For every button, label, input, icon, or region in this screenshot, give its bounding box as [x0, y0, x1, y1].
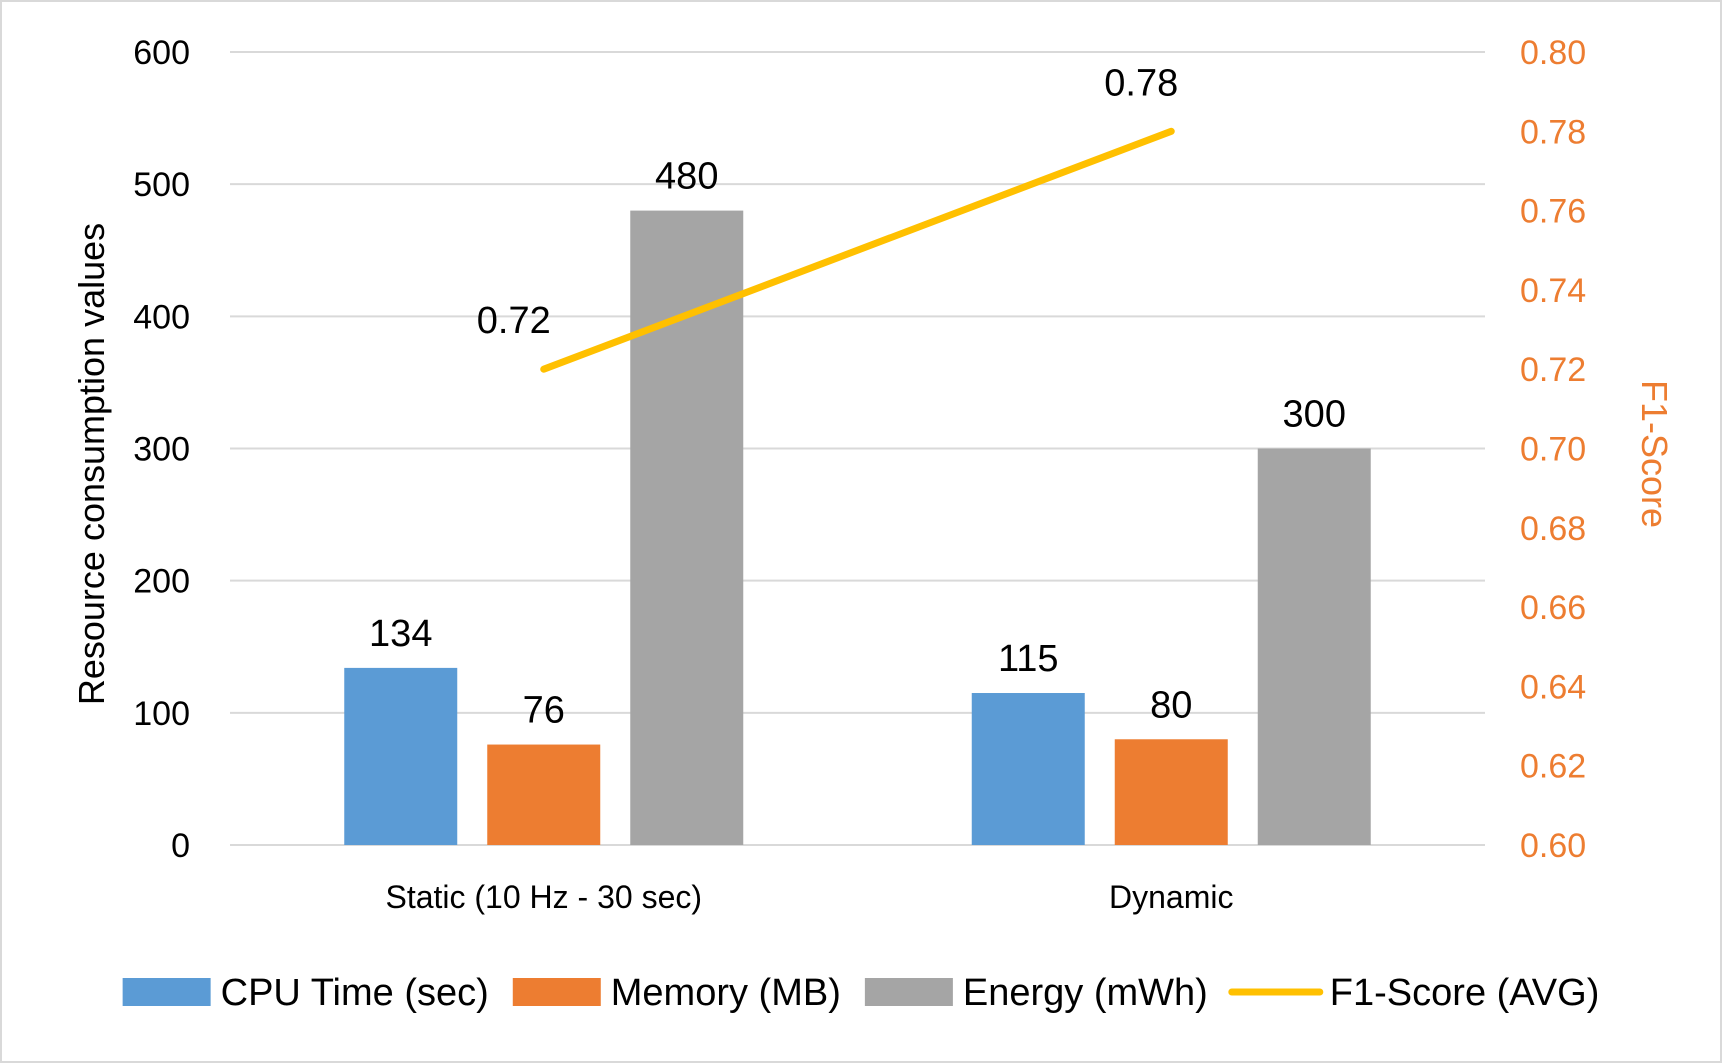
y-left-tick-label: 400: [133, 298, 190, 336]
bar-energy-mwh-1: [1257, 448, 1371, 845]
x-category-label: Static (10 Hz - 30 sec): [385, 879, 702, 915]
y-left-tick-label: 200: [133, 563, 190, 601]
y-left-tick-label: 0: [171, 827, 190, 865]
y-left-tick-label: 100: [133, 695, 190, 733]
legend-item-cpu-time-sec: CPU Time (sec): [122, 972, 489, 1014]
bar-energy-mwh-0: [630, 210, 744, 846]
legend-label: Energy (mWh): [963, 972, 1208, 1014]
legend: CPU Time (sec) Memory (MB) Energy (mWh) F1-…: [122, 972, 1600, 1014]
bar-data-label: 300: [1283, 394, 1346, 436]
y-right-tick-label: 0.72: [1520, 351, 1586, 389]
legend-label: F1-Score (AVG): [1330, 972, 1600, 1014]
bar-data-label: 134: [369, 613, 432, 655]
y-right-tick-label: 0.76: [1520, 193, 1586, 231]
y-axis-left-title: Resource consumption values: [71, 223, 112, 705]
bar-data-label: 80: [1150, 684, 1192, 726]
y-left-tick-label: 300: [133, 431, 190, 469]
y-right-tick-label: 0.66: [1520, 589, 1586, 627]
y-right-tick-label: 0.70: [1520, 431, 1586, 469]
data-labels: 134 115 76 80 480 300 0.72 0.78: [369, 62, 1346, 731]
legend-swatch: [512, 978, 601, 1006]
y-left-tick-label: 600: [133, 34, 190, 72]
legend-item-f1-score-avg: F1-Score (AVG): [1228, 972, 1600, 1014]
y-right-tick-label: 0.80: [1520, 34, 1586, 72]
bar-cpu-time-sec-0: [344, 667, 458, 845]
bar-data-label: 76: [523, 690, 565, 732]
x-category-label: Dynamic: [1109, 879, 1233, 915]
legend-label: CPU Time (sec): [221, 972, 489, 1014]
y-right-tick-label: 0.60: [1520, 827, 1586, 865]
legend-swatch: [864, 978, 953, 1006]
y-right-tick-label: 0.78: [1520, 113, 1586, 151]
legend-item-energy-mwh: Energy (mWh): [864, 972, 1208, 1014]
line-f1-score-avg: [540, 127, 1175, 373]
line-series: [540, 127, 1175, 373]
bar-data-label: 480: [655, 156, 718, 198]
legend-swatch: [122, 978, 211, 1006]
bar-data-label: 115: [998, 638, 1059, 680]
bar-memory-mb-0: [487, 744, 601, 845]
y-right-tick-label: 0.62: [1520, 748, 1586, 786]
y-left-tick-label: 500: [133, 166, 190, 204]
y-axis-right-title: F1-Score: [1634, 380, 1675, 528]
bar-cpu-time-sec-1: [971, 693, 1085, 845]
legend-label: Memory (MB): [611, 972, 841, 1014]
line-data-label: 0.78: [1104, 62, 1178, 104]
axes: Resource consumption values F1-Score 0 10…: [71, 34, 1675, 915]
y-right-tick-label: 0.68: [1520, 510, 1586, 548]
line-data-label: 0.72: [477, 300, 551, 342]
y-right-tick-label: 0.74: [1520, 272, 1586, 310]
y-right-tick-label: 0.64: [1520, 668, 1586, 706]
bar-memory-mb-1: [1114, 739, 1228, 845]
legend-item-memory-mb: Memory (MB): [512, 972, 841, 1014]
